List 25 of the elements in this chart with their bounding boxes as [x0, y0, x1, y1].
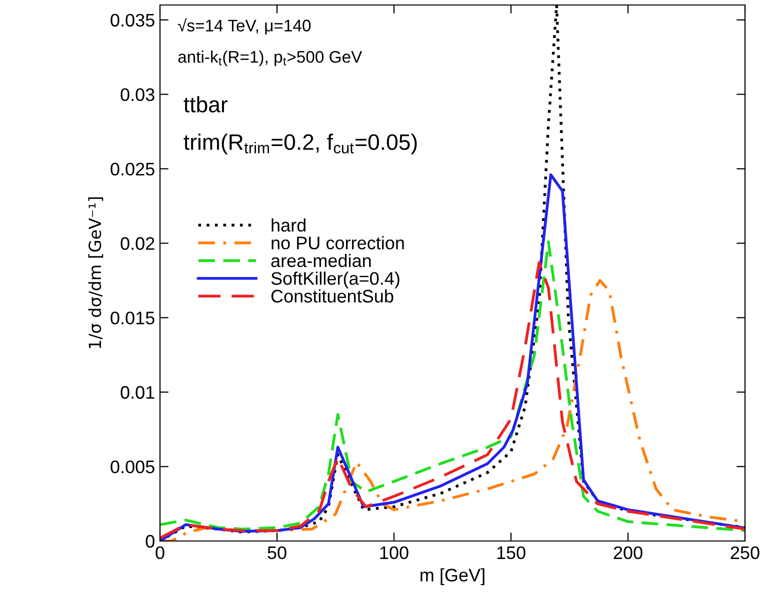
- x-tick-label: 250: [730, 546, 760, 560]
- legend-label: no PU correction: [272, 236, 404, 250]
- y-tick-label: 0: [146, 534, 154, 548]
- y-tick-label: 0.035: [110, 14, 154, 27]
- y-tick-label: 0.025: [110, 162, 154, 176]
- x-tick-label: 50: [268, 546, 286, 560]
- x-tick-label: 100: [380, 546, 408, 560]
- annotation: √s=14 TeV, μ=140: [178, 18, 311, 35]
- annotation: anti-k$_{t}$(R=1), p$_{t}$>500 GeV: [178, 50, 362, 66]
- y-axis-title: 1/σ dσ/dm [GeV⁻¹]: [88, 197, 104, 348]
- legend-label: SoftKiller(a=0.4): [271, 272, 400, 288]
- x-axis-title: m [GeV]: [420, 568, 484, 586]
- legend-label: area-median: [271, 254, 371, 268]
- annotation: trim(R$_{trim}$=0.2, f$_{cut}$=0.05): [184, 134, 417, 154]
- x-tick-label: 200: [614, 546, 642, 560]
- y-tick-label: 0.005: [110, 460, 154, 474]
- y-tick-label: 0.02: [120, 237, 154, 250]
- x-tick-label: 0: [156, 546, 164, 560]
- legend-label: hard: [272, 218, 306, 232]
- annotation: ttbar: [184, 96, 228, 112]
- legend-label: ConstituentSub: [271, 289, 394, 303]
- x-tick-label: 150: [497, 546, 526, 560]
- y-tick-label: 0.015: [110, 312, 154, 324]
- y-tick-label: 0.01: [120, 386, 154, 399]
- y-tick-label: 0.03: [120, 88, 154, 102]
